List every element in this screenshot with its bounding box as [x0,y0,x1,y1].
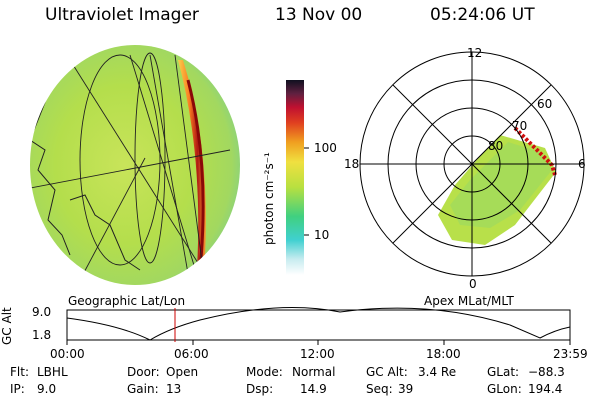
gc-alt-value: 3.4 Re [418,365,457,379]
time-tick-0000: 00:00 [50,347,85,361]
filter-label: Flt: [10,365,29,379]
altitude-ytick-low: 1.8 [32,328,52,342]
gain-value: 13 [166,382,182,396]
geo-caption: Geographic Lat/Lon [68,294,186,308]
instrument-title: Ultraviolet Imager [45,5,199,25]
seq-value: 39 [398,382,414,396]
ip-label: IP: [10,382,25,396]
time-tick-0600: 06:00 [174,347,209,361]
gc-alt-label: GC Alt: [366,365,408,379]
mlt-label-18: 18 [344,157,360,171]
time-tick-1200: 12:00 [300,347,335,361]
door-label: Door: [127,365,160,379]
lat-label-80: 80 [488,139,504,153]
polar-caption: Apex MLat/MLT [424,294,514,308]
date-label: 13 Nov 00 [275,5,363,25]
lat-label-60: 60 [537,97,553,111]
time-label: 05:24:06 UT [430,5,535,25]
altitude-plot [66,307,571,345]
geographic-image [30,45,240,285]
mlt-label-0: 0 [469,277,477,291]
colorbar-unit-label: photon cm⁻²s⁻¹ [262,152,276,245]
glat-value: −88.3 [528,365,565,379]
dsp-label: Dsp: [246,382,274,396]
glon-label: GLon: [487,382,522,396]
colorbar-tick-10: 10 [314,228,330,242]
glon-value: 194.4 [528,382,563,396]
altitude-ylabel: GC Alt [0,307,14,345]
mode-value: Normal [292,365,336,379]
mode-label: Mode: [246,365,283,379]
polar-plot [359,51,585,277]
seq-label: Seq: [366,382,393,396]
lat-label-70: 70 [512,119,528,133]
colorbar [286,80,309,275]
ip-value: 9.0 [37,382,57,396]
altitude-ytick-high: 9.0 [32,305,52,319]
door-value: Open [166,365,199,379]
mlt-label-12: 12 [467,46,483,60]
mlt-label-6: 6 [578,157,586,171]
time-tick-2359: 23:59 [553,347,588,361]
time-tick-1800: 18:00 [426,347,461,361]
gain-label: Gain: [127,382,159,396]
dsp-value: 14.9 [300,382,327,396]
colorbar-tick-100: 100 [314,141,337,155]
glat-label: GLat: [487,365,520,379]
filter-value: LBHL [37,365,68,379]
